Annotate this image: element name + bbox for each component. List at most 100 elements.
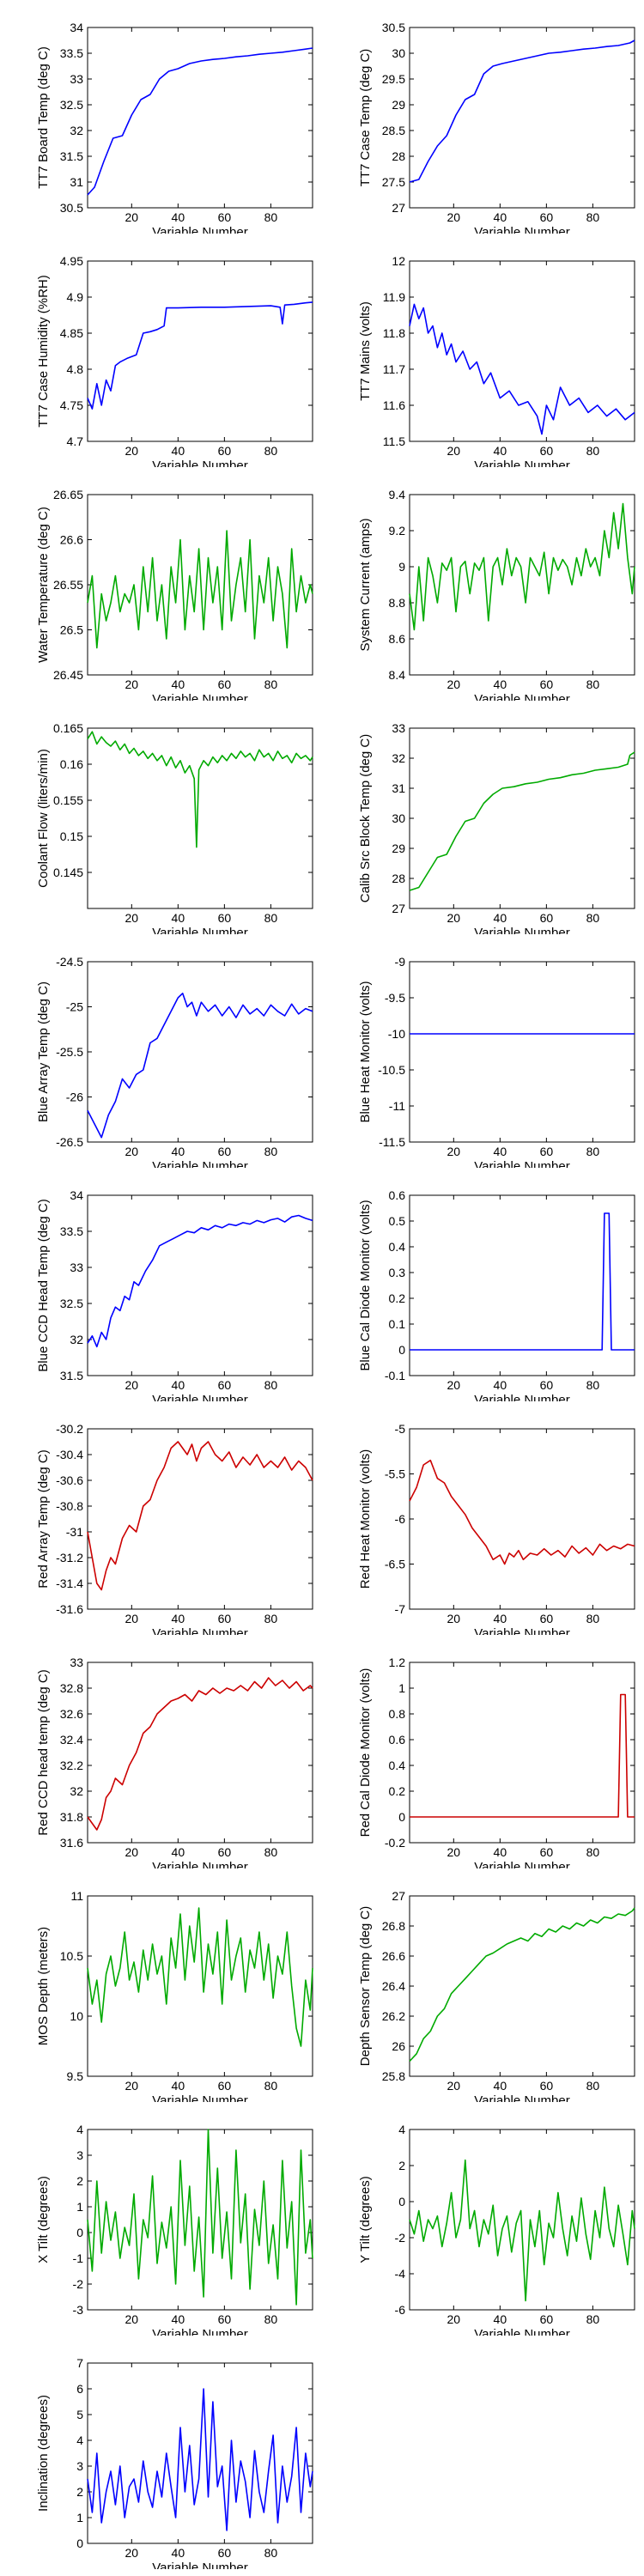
plot-frame — [87, 1662, 313, 1844]
y-tick-label: 9 — [398, 560, 405, 574]
plot-frame — [87, 1194, 313, 1376]
series-line — [409, 303, 635, 435]
series-line — [87, 1441, 313, 1591]
y-tick-label: 4 — [398, 2123, 405, 2136]
y-axis-label: TT7 Board Temp (deg C) — [36, 46, 51, 189]
chart-svg: -3 -2 -1 0 1 2 3 4 20 40 60 80 Variable Number X Tilt… — [36, 2123, 313, 2336]
x-tick-label: 80 — [264, 1378, 278, 1392]
x-tick-label: 20 — [125, 677, 139, 691]
y-tick-label: 0.2 — [389, 1784, 406, 1798]
y-tick-label: -2 — [73, 2277, 84, 2291]
plot-frame — [87, 494, 313, 676]
y-tick-label: 26.6 — [60, 533, 83, 547]
y-tick-label: -3 — [73, 2303, 84, 2317]
x-axis-label: Variable Number — [152, 1626, 247, 1635]
x-axis-label: Variable Number — [152, 926, 247, 934]
x-tick-label: 80 — [264, 444, 278, 458]
y-tick-label: 31.5 — [60, 149, 83, 163]
x-tick-label: 40 — [172, 1378, 185, 1392]
chart-panel: -31.6 -31.4 -31.2 -31 -30.8 -30.6 -30.4 -30.2 20… — [0, 1401, 322, 1635]
chart-svg: 9.5 10 10.5 11 20 40 60 80 Variable Number MOS De… — [36, 1889, 313, 2102]
x-tick-label: 20 — [125, 1378, 139, 1392]
plot-frame — [409, 1194, 635, 1376]
x-tick-label: 80 — [264, 2079, 278, 2093]
y-tick-label: 4.85 — [60, 326, 83, 340]
x-tick-label: 60 — [540, 1845, 554, 1859]
chart-svg: -6 -4 -2 0 2 4 20 40 60 80 Variable Number Y Tilt (… — [358, 2123, 635, 2336]
y-tick-label: 27 — [392, 1889, 405, 1903]
x-axis-label: Variable Number — [474, 459, 569, 467]
x-tick-label: 40 — [172, 2312, 185, 2326]
series-line — [409, 502, 635, 631]
y-tick-label: 1 — [398, 1681, 405, 1695]
x-tick-label: 80 — [586, 1145, 600, 1158]
x-axis-label: Variable Number — [152, 1860, 247, 1868]
y-tick-label: 27 — [392, 201, 405, 215]
chart-panel: -3 -2 -1 0 1 2 3 4 20 40 60 80 Variable Number X Tilt… — [0, 2102, 322, 2336]
y-tick-label: 7 — [76, 2356, 83, 2370]
plot-frame — [87, 1895, 313, 2077]
series-line — [87, 1677, 313, 1831]
y-tick-label: -11.5 — [379, 1135, 405, 1149]
plot-frame — [409, 1428, 635, 1610]
chart-svg: 8.4 8.6 8.8 9 9.2 9.4 20 40 60 80 Variable Number S… — [358, 488, 635, 701]
x-tick-label: 40 — [172, 444, 185, 458]
y-tick-label: 31.6 — [60, 1836, 83, 1850]
x-tick-label: 80 — [264, 2546, 278, 2560]
y-tick-label: 4.8 — [67, 362, 84, 376]
y-tick-label: 9.4 — [389, 488, 406, 501]
x-tick-label: 40 — [494, 911, 507, 925]
y-axis-label: Blue Cal Diode Monitor (volts) — [358, 1200, 373, 1370]
y-tick-label: 33.5 — [60, 46, 83, 60]
plot-frame — [87, 27, 313, 209]
y-axis-label: Blue CCD Head Temp (deg C) — [36, 1199, 51, 1371]
chart-svg: 26.45 26.5 26.55 26.6 26.65 20 40 60 80 Variable … — [36, 488, 313, 701]
y-tick-label: 29 — [392, 841, 405, 855]
x-tick-label: 60 — [218, 911, 232, 925]
y-tick-label: 33 — [70, 72, 83, 86]
series-line — [409, 39, 635, 183]
y-tick-label: 11.7 — [383, 362, 405, 376]
x-tick-label: 20 — [125, 911, 139, 925]
y-axis-label: Depth Sensor Temp (deg C) — [358, 1906, 373, 2066]
chart-panel: 31.5 32 32.5 33 33.5 34 20 40 60 80 Variable Numbe… — [0, 1168, 322, 1401]
y-tick-label: 0.4 — [389, 1240, 406, 1254]
y-tick-label: -11 — [389, 1099, 405, 1113]
series-line — [87, 731, 313, 848]
y-tick-label: 33 — [70, 1656, 83, 1669]
y-tick-label: 0.155 — [53, 793, 83, 807]
x-tick-label: 80 — [586, 677, 600, 691]
plot-frame — [409, 494, 635, 676]
x-axis-label: Variable Number — [474, 692, 569, 701]
x-tick-label: 20 — [447, 1612, 461, 1625]
y-tick-label: 6 — [76, 2382, 83, 2396]
y-tick-label: 31 — [70, 175, 83, 189]
x-tick-label: 60 — [218, 677, 232, 691]
x-axis-label: Variable Number — [152, 1393, 247, 1401]
y-tick-label: -30.4 — [56, 1448, 83, 1461]
x-tick-label: 20 — [125, 210, 139, 224]
chart-panel: 27 28 29 30 31 32 33 20 40 60 80 Variable Number Cal… — [322, 701, 644, 934]
y-axis-label: Calib Src Block Temp (deg C) — [358, 734, 373, 902]
chart-panel: -6 -4 -2 0 2 4 20 40 60 80 Variable Number Y Tilt (… — [322, 2102, 644, 2336]
y-tick-label: 29 — [392, 98, 405, 112]
chart-svg: 31.6 31.8 32 32.2 32.4 32.6 32.8 33 20 40 60 80 Vari… — [36, 1656, 313, 1868]
x-tick-label: 60 — [540, 210, 554, 224]
y-tick-label: 11.5 — [383, 434, 405, 448]
x-tick-label: 40 — [494, 2079, 507, 2093]
chart-svg: -0.2 0 0.2 0.4 0.6 0.8 1 1.2 20 40 60 80 Variable Nu… — [358, 1656, 635, 1868]
y-axis-label: Red Cal Diode Monitor (volts) — [358, 1668, 373, 1838]
y-tick-label: -9 — [395, 955, 406, 969]
y-tick-label: 26.45 — [53, 668, 83, 682]
x-tick-label: 20 — [125, 1145, 139, 1158]
x-tick-label: 60 — [540, 1612, 554, 1625]
plot-frame — [409, 961, 635, 1143]
x-tick-label: 40 — [172, 1145, 185, 1158]
series-line — [410, 1212, 635, 1351]
y-tick-label: 4 — [76, 2433, 83, 2447]
chart-svg: -7 -6.5 -6 -5.5 -5 20 40 60 80 Variable Number Red… — [358, 1422, 635, 1635]
y-tick-label: 27.5 — [382, 175, 405, 189]
y-axis-label: System Current (amps) — [358, 518, 373, 651]
y-tick-label: 0.15 — [60, 829, 83, 843]
